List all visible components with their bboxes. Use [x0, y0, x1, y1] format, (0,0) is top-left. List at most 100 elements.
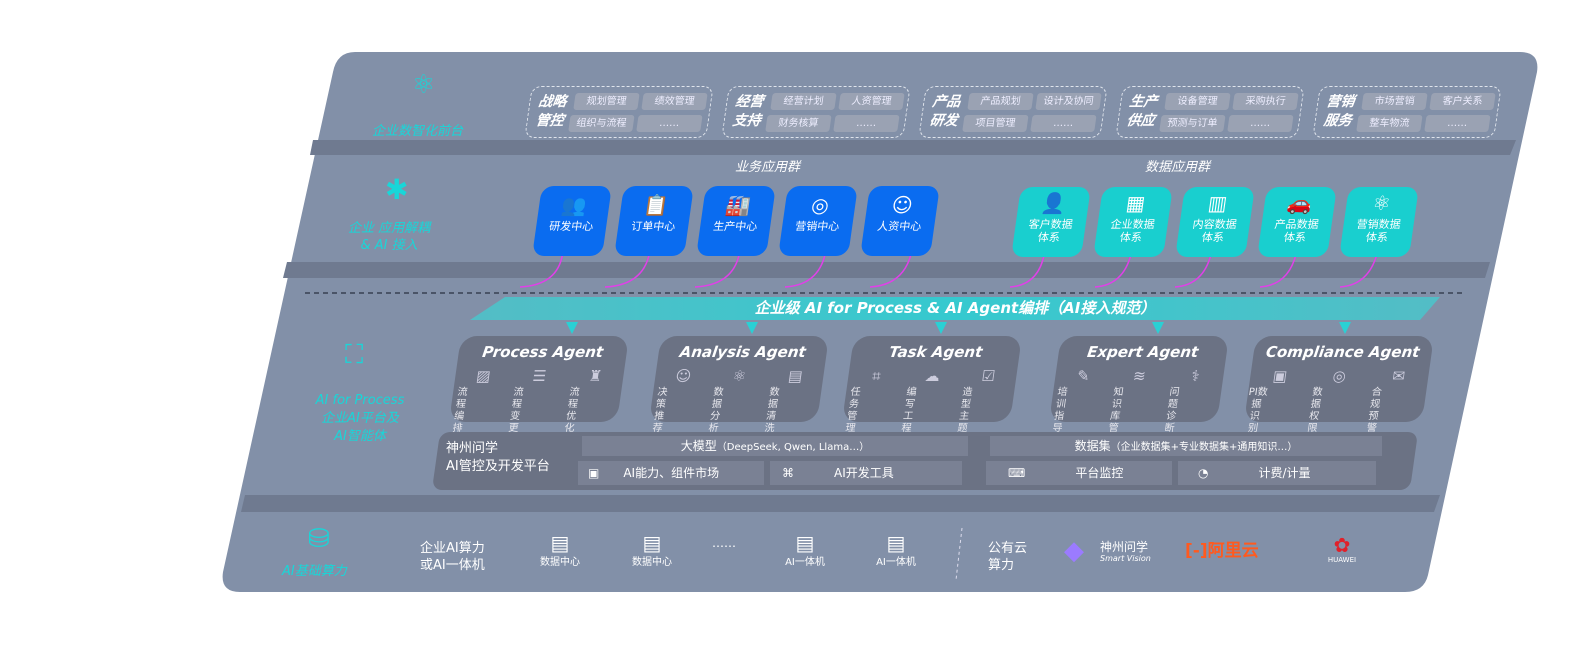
capability-icon: ⚛ — [731, 367, 748, 385]
agent-card[interactable]: Process Agent ▨ 流程编排 ☰ 流程变更分析 ♜ 流程优化 — [448, 336, 630, 458]
front-item[interactable]: 规划管理 — [573, 93, 640, 110]
agent-capability[interactable]: ▤ 数据清洗 — [759, 367, 824, 435]
front-item[interactable]: …… — [636, 115, 703, 132]
data-icon: ⚛ — [1371, 192, 1393, 215]
front-item[interactable]: …… — [1227, 115, 1294, 132]
platform-name: 神州问学 AI管控及开发平台 — [446, 441, 550, 474]
face-scan-icon: ⛶ — [345, 342, 364, 370]
front-item[interactable]: 产品规划 — [967, 93, 1034, 110]
billing[interactable]: ◔ 计费/计量 — [1178, 461, 1376, 485]
server-ai-box-2: ▤ AI一体机 — [866, 531, 926, 569]
market-icon: ▣ — [588, 466, 600, 480]
data-icon: ▥ — [1206, 192, 1229, 215]
apps-label: 企业 应用解耦 & AI 接入 — [348, 221, 431, 253]
data-app-tile[interactable]: 🚗 产品数据 体系 — [1257, 187, 1337, 257]
front-item[interactable]: …… — [833, 115, 900, 132]
server-icon: ▤ — [642, 531, 662, 555]
front-item[interactable]: 项目管理 — [962, 115, 1029, 132]
data-icon: 🚗 — [1285, 192, 1314, 215]
front-item[interactable]: …… — [1424, 115, 1491, 132]
capability-icon: ▨ — [475, 367, 492, 385]
front-group: 战略 管控 规划管理 绩效管理 组织与流程…… — [524, 86, 714, 138]
infra-label: AI基础算力 — [282, 564, 347, 579]
front-item[interactable]: 设备管理 — [1164, 93, 1231, 110]
front-item[interactable]: 预测与订单 — [1159, 115, 1226, 132]
app-icon: ◎ — [809, 194, 831, 217]
capability-icon: ⌗ — [870, 367, 882, 385]
front-group: 经营 支持 经营计划 人资管理 财务核算…… — [721, 86, 911, 138]
group-title: 战略 管控 — [534, 94, 568, 129]
agent-card[interactable]: Analysis Agent ☺ 决策推荐 ⚛ 数据分析 ▤ 数据清洗 — [648, 336, 830, 434]
biz-app-tile[interactable]: 📋 订单中心 — [614, 186, 694, 256]
capability-icon: ≋ — [1131, 367, 1147, 385]
dev-tool-icon: ⌘ — [782, 466, 794, 480]
ai-label: AI for Process 企业AI平台及 AI智能体 — [315, 393, 405, 444]
ai-dev-tools[interactable]: ⌘ AI开发工具 — [770, 461, 962, 485]
dataset-header: 数据集（企业数据集+专业数据集+通用知识…） — [990, 436, 1382, 456]
platform-monitor[interactable]: ⌨ 平台监控 — [986, 461, 1172, 485]
front-item[interactable]: 组织与流程 — [568, 115, 635, 132]
server-icon: ▤ — [550, 531, 570, 555]
front-item[interactable]: 设计及协同 — [1035, 93, 1102, 110]
front-item[interactable]: 财务核算 — [765, 115, 832, 132]
agent-card[interactable]: Compliance Agent ▣ PI数据识别 ◎ 数据权限＆安全 ✉ 合规预警 — [1243, 336, 1435, 470]
gauge-icon: ◔ — [1198, 466, 1209, 480]
group-title: 经营 支持 — [731, 94, 765, 129]
biz-app-tile[interactable]: 👥 研发中心 — [532, 186, 612, 256]
capability-icon: ☑ — [980, 367, 997, 385]
capability-icon: ♜ — [587, 367, 604, 385]
data-app-tile[interactable]: ⚛ 营销数据 体系 — [1339, 187, 1419, 257]
enterprise-compute: 企业AI算力 或AI一体机 — [420, 541, 485, 573]
group-title: 营销 服务 — [1322, 94, 1356, 129]
capability-icon: ◎ — [1331, 367, 1348, 385]
component-market[interactable]: ▣ AI能力、组件市场 — [578, 461, 764, 485]
huawei-logo: ✿ HUAWEI — [1327, 534, 1357, 564]
biz-app-tile[interactable]: 🏭 生产中心 — [696, 186, 776, 256]
agent-name: Expert Agent — [1086, 343, 1200, 361]
front-item[interactable]: 整车物流 — [1356, 115, 1423, 132]
agent-name: Compliance Agent — [1264, 343, 1421, 361]
server-ai-box-1: ▤ AI一体机 — [775, 531, 835, 569]
biz-app-tile[interactable]: ☺ 人资中心 — [860, 186, 940, 256]
agent-card[interactable]: Expert Agent ✎ 培训指导 ≋ 知识库管理 ⚕ 问题诊断 — [1048, 336, 1230, 446]
agent-card[interactable]: Task Agent ⌗ 任务管理 ☁ 编写工程设计方案 ☑ 造型主题设计 — [841, 336, 1023, 482]
brain-icon: ⚛ — [412, 72, 436, 100]
capability-icon: ☺ — [674, 367, 693, 385]
app-icon: 📋 — [642, 194, 671, 217]
capability-icon: ☁ — [923, 367, 942, 385]
agent-capability[interactable]: ☺ 决策推荐 — [647, 367, 712, 435]
group-title: 生产 供应 — [1125, 94, 1159, 129]
model-header: 大模型（DeepSeek, Qwen, Llama…） — [582, 436, 968, 456]
server-ellipsis: …… — [712, 536, 736, 550]
front-item[interactable]: 市场营销 — [1361, 93, 1428, 110]
front-group: 营销 服务 市场营销 客户关系 整车物流…… — [1312, 86, 1502, 138]
data-icon: 👤 — [1039, 192, 1068, 215]
capability-icon: ⚕ — [1190, 367, 1201, 385]
shenzhou-logo-icon: ◆ — [1064, 538, 1084, 566]
front-label: 企业数智化前台 — [372, 124, 464, 139]
app-icon: 🏭 — [724, 194, 753, 217]
data-app-tile[interactable]: ▦ 企业数据 体系 — [1093, 187, 1173, 257]
aliyun-logo: [-]阿里云 — [1185, 541, 1259, 561]
data-app-tile[interactable]: 👤 客户数据 体系 — [1011, 187, 1091, 257]
data-app-tile[interactable]: ▥ 内容数据 体系 — [1175, 187, 1255, 257]
data-group-title: 数据应用群 — [1145, 160, 1211, 175]
front-item[interactable]: 绩效管理 — [641, 93, 708, 110]
server-icon: ▤ — [795, 531, 815, 555]
front-group: 产品 研发 产品规划 设计及协同 项目管理…… — [918, 86, 1108, 138]
front-item[interactable]: 经营计划 — [770, 93, 837, 110]
app-icon: 👥 — [560, 194, 589, 217]
capability-icon: ▣ — [1271, 367, 1289, 385]
biz-group-title: 业务应用群 — [735, 160, 801, 175]
capability-icon: ☰ — [531, 367, 548, 385]
front-item[interactable]: 客户关系 — [1429, 93, 1496, 110]
front-item[interactable]: 人资管理 — [838, 93, 905, 110]
agent-name: Process Agent — [481, 343, 605, 361]
front-item[interactable]: 采购执行 — [1232, 93, 1299, 110]
agent-capability[interactable]: ⚛ 数据分析 — [703, 367, 768, 435]
biz-app-tile[interactable]: ◎ 营销中心 — [778, 186, 858, 256]
capability-icon: ▤ — [787, 367, 804, 385]
front-item[interactable]: …… — [1030, 115, 1097, 132]
app-icon: ☺ — [890, 194, 915, 217]
laptop-icon: ⌨ — [1008, 466, 1026, 480]
